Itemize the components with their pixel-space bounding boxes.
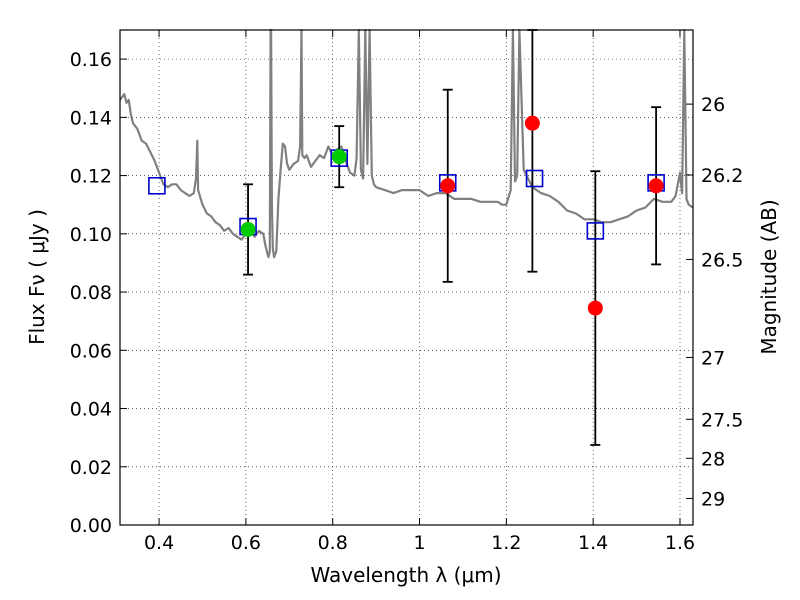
y-tick-label: 0.14 [70, 107, 112, 129]
y-tick-label: 0.10 [70, 224, 112, 246]
y-tick-label: 0.00 [70, 515, 112, 537]
y2-tick-label: 26.5 [701, 249, 743, 271]
observed-flux-point [587, 300, 603, 316]
y2-tick-label: 28 [701, 448, 725, 470]
observed-flux-point [648, 178, 664, 194]
x-tick-label: 1 [413, 532, 425, 554]
y-tick-label: 0.02 [70, 457, 112, 479]
y-tick-label: 0.08 [70, 282, 112, 304]
y-tick-label: 0.16 [70, 49, 112, 71]
error-bar-layer [243, 29, 662, 446]
y-tick-label: 0.12 [70, 166, 112, 188]
y2-tick-label: 27 [701, 347, 725, 369]
x-axis-label: Wavelength λ (μm) [310, 563, 501, 587]
x-tick-label: 0.4 [144, 532, 174, 554]
y-tick-label: 0.06 [70, 340, 112, 362]
observed-flux-point [524, 115, 540, 131]
model-photometry-square [586, 222, 605, 240]
grid-lines [120, 30, 693, 526]
y2-tick-label: 26.2 [701, 165, 743, 187]
y-axis-label: Flux Fν ( μJy ) [25, 209, 49, 345]
tick-layer: 0.4 0.6 0.8 1 1.2 1.4 1.6 0.00 0.02 0.04 0.06 0.08 0… [70, 30, 743, 554]
y2-tick-label: 27.5 [701, 409, 743, 431]
y2-tick-label: 29 [701, 488, 725, 510]
observed-flux-point [440, 178, 456, 194]
model-photometry-square [525, 169, 544, 188]
x-tick-label: 1.6 [665, 532, 695, 554]
y2-axis-label: Magnitude (AB) [757, 199, 781, 354]
observed-flux-point [331, 149, 347, 165]
y-tick-label: 0.04 [70, 399, 112, 421]
model-photometry-square [148, 176, 166, 195]
y2-tick-label: 26 [701, 94, 725, 116]
x-tick-label: 0.6 [231, 532, 261, 554]
model-spectrum-layer [119, 28, 694, 259]
data-point-layer [148, 115, 665, 316]
x-tick-label: 0.8 [318, 532, 348, 554]
model-spectrum-line [119, 28, 694, 259]
plot-frame [119, 29, 694, 526]
observed-flux-point [240, 221, 256, 237]
x-tick-label: 1.2 [491, 532, 521, 554]
x-tick-label: 1.4 [578, 532, 608, 554]
